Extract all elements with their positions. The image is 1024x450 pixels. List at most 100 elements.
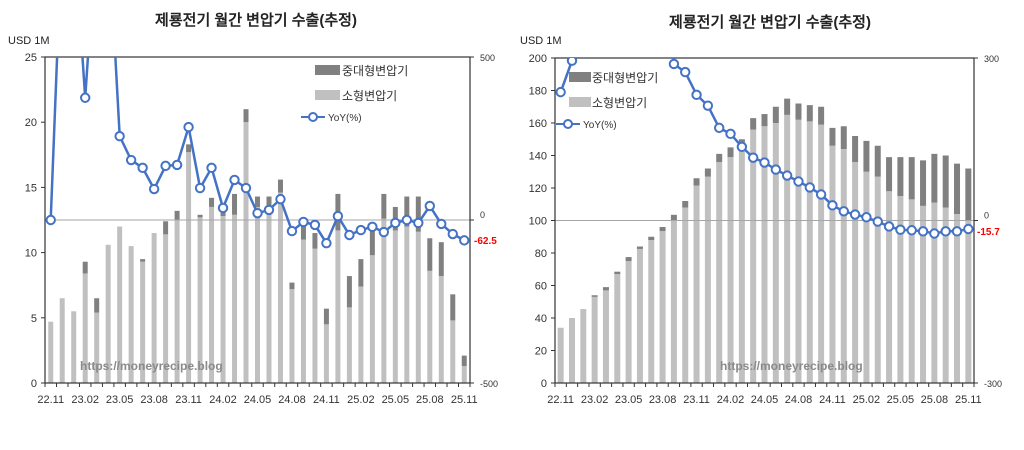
bar-large xyxy=(289,282,295,290)
last-yoy-label: -15.7 xyxy=(977,227,1000,238)
y2-tick-label: 0 xyxy=(480,210,485,220)
bar-small xyxy=(602,290,609,383)
bar-small xyxy=(840,149,847,383)
bar-large xyxy=(874,145,881,177)
x-tick-label: 24.05 xyxy=(244,394,272,406)
bar-small xyxy=(942,207,949,383)
yoy-point xyxy=(286,225,298,237)
x-tick-label: 24.11 xyxy=(819,394,846,406)
bar-small xyxy=(140,261,146,383)
bar-large xyxy=(346,276,352,308)
yoy-line-group xyxy=(555,58,974,239)
bar-small xyxy=(738,145,745,383)
bar-small xyxy=(761,126,768,383)
legend-yoy-marker-icon xyxy=(563,119,573,129)
yoy-point xyxy=(263,204,275,216)
bar-small xyxy=(954,214,961,383)
x-tick-label: 25.05 xyxy=(887,394,915,406)
x-tick-label: 23.11 xyxy=(175,394,202,406)
yoy-point xyxy=(770,164,782,175)
legend-yoy-label: YoY(%) xyxy=(328,113,362,124)
bar-large xyxy=(358,259,364,287)
bar-large xyxy=(920,160,927,206)
y2-tick-label: 500 xyxy=(480,53,495,63)
bar-large xyxy=(670,214,677,221)
x-tick-label: 24.08 xyxy=(785,394,813,406)
yoy-point xyxy=(367,221,378,233)
yoy-point xyxy=(447,228,458,240)
chart-right-svg: 제룡전기 월간 변압기 수출(추정) USD 1M 0 20 40 60 80 100 12… xyxy=(520,13,1002,406)
yoy-point xyxy=(940,226,951,237)
bar-small xyxy=(438,276,444,383)
yoy-point xyxy=(252,207,263,219)
bar-small xyxy=(117,226,123,383)
yoy-point xyxy=(781,170,793,181)
bar-large xyxy=(965,168,972,221)
watermark: https://moneyrecipe.blog xyxy=(720,359,863,373)
x-tick-label: 23.05 xyxy=(615,394,643,406)
yoy-point xyxy=(555,86,566,98)
bar-large xyxy=(908,157,915,200)
x-tick-label: 25.02 xyxy=(347,394,375,406)
bar-small xyxy=(369,255,375,383)
bar-small xyxy=(557,327,564,383)
yoy-point xyxy=(436,218,447,230)
x-tick-label: 23.08 xyxy=(649,394,677,406)
bar-large xyxy=(886,157,893,192)
bar-large xyxy=(614,271,621,275)
yoy-point xyxy=(861,212,872,223)
yoy-point xyxy=(702,100,714,111)
legend: 중대형변압기 소형변압기 YoY(%) xyxy=(556,71,658,131)
yoy-point xyxy=(883,221,895,232)
legend-small-label: 소형변압기 xyxy=(592,96,647,110)
x-tick-label: 23.02 xyxy=(71,394,99,406)
bar-small xyxy=(232,214,238,383)
bar-small xyxy=(625,261,632,383)
bar-large xyxy=(840,126,847,149)
bar-large xyxy=(693,178,700,186)
y-tick-label: 200 xyxy=(529,53,547,65)
bar-small xyxy=(670,220,677,383)
yoy-point xyxy=(459,235,470,246)
bar-small xyxy=(404,226,410,383)
bar-small xyxy=(209,206,215,383)
plot-area: 0 20 40 60 80 100 120 140 160 180 200 -300 0 300 22.11… xyxy=(529,53,1002,406)
bar-small xyxy=(772,123,779,383)
yoy-point xyxy=(321,237,332,249)
x-tick-label: 23.02 xyxy=(581,394,609,406)
bar-small xyxy=(704,176,711,383)
bar-large xyxy=(415,196,421,232)
x-tick-label: 24.08 xyxy=(278,394,306,406)
yoy-point xyxy=(45,214,56,226)
bar-large xyxy=(94,298,100,313)
bar-small xyxy=(186,152,192,383)
bar-large xyxy=(323,308,329,325)
y-tick-label: 140 xyxy=(529,151,547,163)
bar-large xyxy=(243,109,249,123)
bar-small xyxy=(591,296,598,383)
yoy-point xyxy=(725,128,736,140)
bar-large xyxy=(591,295,598,297)
bar-small xyxy=(863,171,870,383)
chart-left-svg: 제룡전기 월간 변압기 수출(추정) USD 1M 0 5 10 15 20 25 -500… xyxy=(8,11,498,406)
legend-small-label: 소형변압기 xyxy=(342,89,397,103)
bar-small xyxy=(255,206,260,383)
legend-yoy-label: YoY(%) xyxy=(583,120,617,131)
yoy-point xyxy=(838,206,849,217)
yoy-point xyxy=(736,141,748,153)
y-tick-label: 20 xyxy=(535,346,547,358)
yoy-point xyxy=(298,216,309,228)
bar-large xyxy=(659,227,666,232)
bar-small xyxy=(151,233,157,383)
bar-large xyxy=(931,153,938,203)
bar-large xyxy=(163,221,169,235)
yoy-point xyxy=(895,224,906,235)
chart-title: 제룡전기 월간 변압기 수출(추정) xyxy=(669,13,871,31)
bar-small xyxy=(335,230,341,383)
bar-small xyxy=(220,216,226,383)
bar-large xyxy=(82,261,88,274)
yoy-point xyxy=(332,210,344,222)
legend-yoy-marker-icon xyxy=(308,112,318,122)
y-tick-label: 0 xyxy=(31,378,37,390)
bar-large xyxy=(648,236,655,240)
